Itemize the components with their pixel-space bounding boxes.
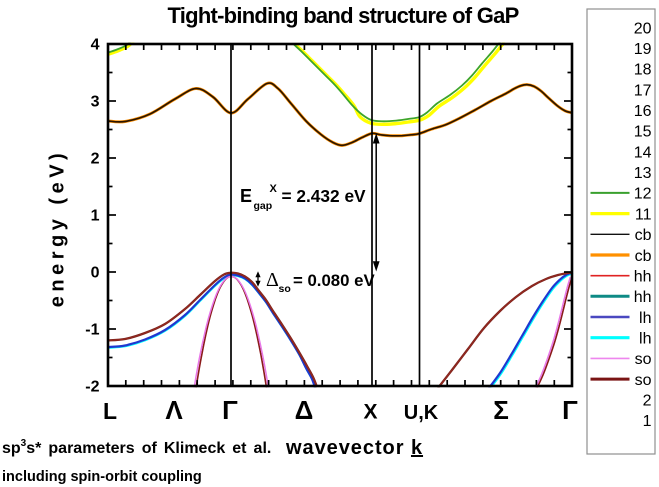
svg-text:U,K: U,K — [404, 402, 439, 424]
svg-text:gap: gap — [254, 200, 273, 212]
svg-text:-2: -2 — [85, 379, 99, 396]
svg-text:12: 12 — [634, 186, 652, 203]
svg-text:14: 14 — [634, 144, 652, 161]
svg-text:Δ: Δ — [266, 269, 279, 291]
svg-text:energy (eV): energy (eV) — [47, 149, 69, 307]
svg-text:16: 16 — [634, 103, 652, 120]
svg-text:-1: -1 — [85, 322, 99, 339]
svg-text:18: 18 — [634, 62, 652, 79]
svg-text:Δ: Δ — [295, 395, 314, 425]
svg-text:1: 1 — [643, 413, 652, 430]
svg-text:L: L — [103, 398, 117, 424]
svg-text:cb: cb — [635, 248, 652, 265]
svg-text:X: X — [363, 401, 377, 424]
svg-text:0: 0 — [91, 265, 100, 282]
svg-text:19: 19 — [634, 41, 652, 58]
svg-text:= 2.432 eV: = 2.432 eV — [282, 186, 367, 206]
svg-text:hh: hh — [634, 269, 652, 286]
svg-text:2: 2 — [643, 393, 652, 410]
svg-text:so: so — [635, 351, 652, 368]
svg-text:3: 3 — [91, 94, 100, 111]
svg-text:Λ: Λ — [165, 395, 183, 425]
svg-text:so: so — [279, 283, 291, 295]
svg-text:wavevector k: wavevector k — [285, 437, 423, 459]
svg-text:2: 2 — [91, 151, 100, 168]
svg-text:13: 13 — [634, 165, 652, 182]
svg-text:20: 20 — [634, 20, 652, 37]
svg-text:11: 11 — [635, 206, 652, 223]
svg-text:Σ: Σ — [493, 395, 509, 425]
svg-text:X: X — [270, 183, 278, 195]
svg-text:including spin-orbit coupling: including spin-orbit coupling — [2, 469, 202, 485]
svg-text:1: 1 — [91, 208, 100, 225]
svg-text:Tight-binding band structure o: Tight-binding band structure of GaP — [168, 3, 519, 28]
svg-text:sp3s* parameters of Klimeck et: sp3s* parameters of Klimeck et al. — [2, 438, 271, 457]
svg-text:E: E — [240, 186, 252, 206]
svg-text:lh: lh — [639, 310, 651, 327]
svg-text:Γ: Γ — [222, 395, 238, 425]
svg-text:lh: lh — [639, 331, 651, 348]
svg-text:= 0.080 eV: = 0.080 eV — [293, 271, 375, 290]
svg-text:Γ: Γ — [562, 395, 578, 425]
svg-text:4: 4 — [91, 37, 100, 54]
svg-text:so: so — [635, 372, 652, 389]
svg-text:cb: cb — [635, 227, 652, 244]
svg-text:hh: hh — [634, 289, 652, 306]
svg-text:17: 17 — [634, 82, 652, 99]
svg-text:15: 15 — [634, 124, 652, 141]
